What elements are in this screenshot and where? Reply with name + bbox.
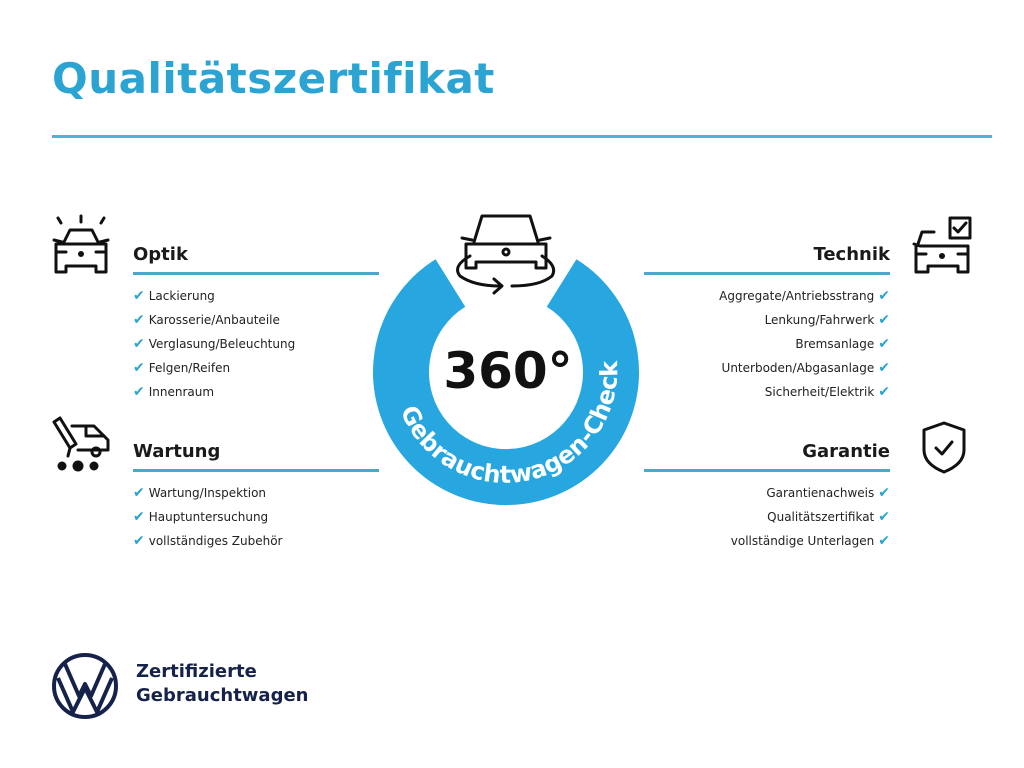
section-divider xyxy=(644,272,890,275)
car-lights-icon xyxy=(52,214,110,274)
list-item: ✔ Karosserie/Anbauteile xyxy=(133,312,280,328)
title-divider xyxy=(52,135,992,138)
list-item: Qualitätszertifikat ✔ xyxy=(767,509,890,525)
badge-ring xyxy=(373,259,639,506)
list-item: ✔ vollständiges Zubehör xyxy=(133,533,283,549)
section-heading: Wartung xyxy=(133,441,221,462)
brand-name: Zertifizierte Gebrauchtwagen xyxy=(136,660,308,708)
list-item: Sicherheit/Elektrik ✔ xyxy=(764,384,890,400)
section-heading: Optik xyxy=(133,244,188,265)
check-icon: ✔ xyxy=(878,533,890,549)
vw-logo xyxy=(52,653,118,719)
section-technik: Technik Aggregate/Antriebsstrang ✔ Lenkun… xyxy=(644,242,890,404)
badge-number: 360° xyxy=(443,342,572,400)
check-icon: ✔ xyxy=(133,509,145,525)
service-tools-icon xyxy=(52,416,110,472)
check-icon: ✔ xyxy=(878,312,890,328)
list-item: Lenkung/Fahrwerk ✔ xyxy=(764,312,890,328)
section-wartung: Wartung ✔ Wartung/Inspektion ✔ Hauptunters… xyxy=(133,439,379,553)
check-icon: ✔ xyxy=(878,288,890,304)
car-rotate-icon xyxy=(456,214,556,295)
section-optik: Optik ✔ Lackierung ✔ Karosserie/Anbauteile… xyxy=(133,242,379,404)
list-item: ✔ Felgen/Reifen xyxy=(133,360,231,376)
check-icon: ✔ xyxy=(133,312,145,328)
list-item: ✔ Lackierung xyxy=(133,288,215,304)
check-icon: ✔ xyxy=(133,533,145,549)
list-item: ✔ Innenraum xyxy=(133,384,215,400)
list-item: Aggregate/Antriebsstrang ✔ xyxy=(719,288,890,304)
check-icon: ✔ xyxy=(878,360,890,376)
list-item: vollständige Unterlagen ✔ xyxy=(730,533,890,549)
section-heading: Garantie xyxy=(802,441,890,462)
section-heading: Technik xyxy=(813,244,890,265)
list-item: Unterboden/Abgasanlage ✔ xyxy=(721,360,890,376)
check-icon: ✔ xyxy=(878,485,890,501)
check-icon: ✔ xyxy=(133,360,145,376)
check-icon: ✔ xyxy=(133,485,145,501)
check-icon: ✔ xyxy=(878,336,890,352)
list-item: Garantienachweis ✔ xyxy=(766,485,890,501)
shield-check-icon xyxy=(922,421,966,474)
check-icon: ✔ xyxy=(133,336,145,352)
list-item: ✔ Hauptuntersuchung xyxy=(133,509,269,525)
check-icon: ✔ xyxy=(878,509,890,525)
section-divider xyxy=(133,272,379,275)
list-item: ✔ Verglasung/Beleuchtung xyxy=(133,336,296,352)
check-icon: ✔ xyxy=(878,384,890,400)
list-item: Bremsanlage ✔ xyxy=(795,336,890,352)
section-garantie: Garantie Garantienachweis ✔ Qualitätszert… xyxy=(644,439,890,553)
check-icon: ✔ xyxy=(133,384,145,400)
list-item: ✔ Wartung/Inspektion xyxy=(133,485,267,501)
check-icon: ✔ xyxy=(133,288,145,304)
section-divider xyxy=(644,469,890,472)
page-title: Qualitätszertifikat xyxy=(52,54,495,103)
brand-line-1: Zertifizierte xyxy=(136,661,257,682)
brand-line-2: Gebrauchtwagen xyxy=(136,685,309,706)
section-divider xyxy=(133,469,379,472)
car-checklist-icon xyxy=(912,216,972,274)
